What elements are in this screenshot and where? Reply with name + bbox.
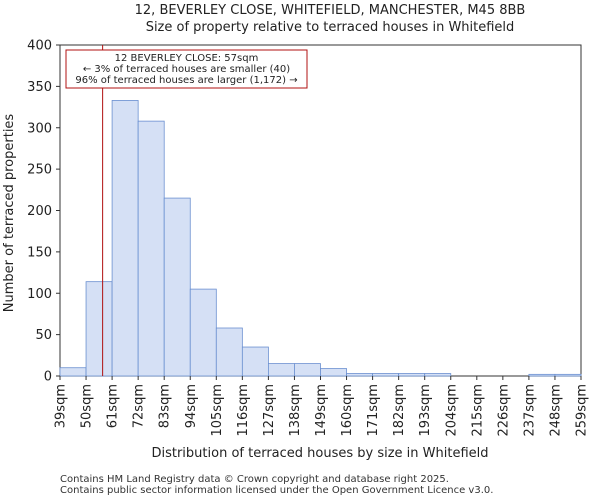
bar-39sqm (59, 367, 87, 377)
bar-50sqm (85, 281, 113, 377)
y-axis-ticks: 0 50 100 150 200 250 300 350 400 (27, 39, 60, 385)
bars (59, 100, 582, 377)
bar-138sqm (294, 363, 321, 377)
x-axis-label: Distribution of terraced houses by size … (151, 446, 488, 461)
bar-182sqm (398, 373, 426, 377)
y-tick-label: 250 (27, 163, 52, 178)
y-tick-label: 400 (27, 39, 52, 54)
plot-area: 0 50 100 150 200 250 300 350 400 39sqm 50sqm 61sqm… (27, 39, 589, 437)
x-tick-label: 215sqm (470, 384, 485, 437)
x-tick-label: 72sqm (132, 384, 147, 428)
chart-subtitle: Size of property relative to terraced ho… (146, 20, 515, 35)
x-tick-label: 116sqm (236, 384, 251, 437)
annotation-line-1: 12 BEVERLEY CLOSE: 57sqm (115, 53, 259, 64)
bar-127sqm (267, 363, 295, 377)
x-tick-label: 127sqm (262, 384, 277, 437)
bar-116sqm (241, 346, 269, 377)
x-tick-label: 237sqm (522, 384, 537, 437)
annotation-line-2: ← 3% of terraced houses are smaller (40) (83, 64, 290, 75)
bar-61sqm (111, 100, 139, 377)
y-tick-label: 50 (35, 328, 52, 343)
x-tick-label: 182sqm (392, 384, 407, 437)
y-tick-label: 200 (27, 204, 52, 219)
x-tick-label: 138sqm (288, 384, 303, 437)
x-axis-ticks: 39sqm 50sqm 61sqm 72sqm 83sqm 94sqm 105sqm 116s… (54, 376, 590, 437)
x-tick-label: 94sqm (184, 384, 199, 428)
bar-237sqm (528, 373, 556, 377)
x-tick-label: 193sqm (418, 384, 433, 437)
bar-72sqm (137, 120, 165, 377)
bar-193sqm (424, 373, 452, 377)
bar-94sqm (189, 288, 217, 377)
x-tick-label: 50sqm (80, 384, 95, 428)
y-tick-label: 350 (27, 80, 52, 95)
annotation-box (65, 49, 308, 89)
y-tick-label: 0 (44, 370, 52, 385)
x-tick-label: 149sqm (314, 384, 329, 437)
chart-title: 12, BEVERLEY CLOSE, WHITEFIELD, MANCHEST… (135, 3, 526, 18)
x-tick-label: 226sqm (496, 384, 511, 437)
x-tick-label: 204sqm (444, 384, 459, 437)
histogram-chart: 12, BEVERLEY CLOSE, WHITEFIELD, MANCHEST… (2, 3, 590, 461)
bar-83sqm (163, 197, 191, 377)
x-tick-label: 171sqm (366, 384, 381, 437)
y-tick-label: 100 (27, 287, 52, 302)
footer-line-1: Contains HM Land Registry data © Crown c… (60, 474, 449, 485)
x-tick-label: 259sqm (575, 384, 590, 437)
bar-105sqm (215, 327, 243, 377)
x-tick-label: 248sqm (548, 384, 563, 437)
y-axis-label: Number of terraced properties (2, 114, 17, 313)
x-tick-label: 61sqm (106, 384, 121, 428)
bar-248sqm (554, 373, 582, 377)
x-tick-label: 160sqm (340, 384, 355, 437)
x-tick-label: 83sqm (158, 384, 173, 428)
y-tick-label: 300 (27, 121, 52, 136)
annotation-line-3: 96% of terraced houses are larger (1,172… (75, 75, 297, 86)
property-annotation: 12 BEVERLEY CLOSE: 57sqm ← 3% of terrace… (65, 49, 308, 89)
bar-149sqm (320, 368, 347, 377)
bar-160sqm (346, 373, 373, 377)
footer-line-2: Contains public sector information licen… (60, 485, 494, 496)
x-tick-label: 39sqm (54, 384, 69, 428)
bar-171sqm (372, 373, 400, 377)
x-tick-label: 105sqm (210, 384, 225, 437)
y-tick-label: 150 (27, 245, 52, 260)
